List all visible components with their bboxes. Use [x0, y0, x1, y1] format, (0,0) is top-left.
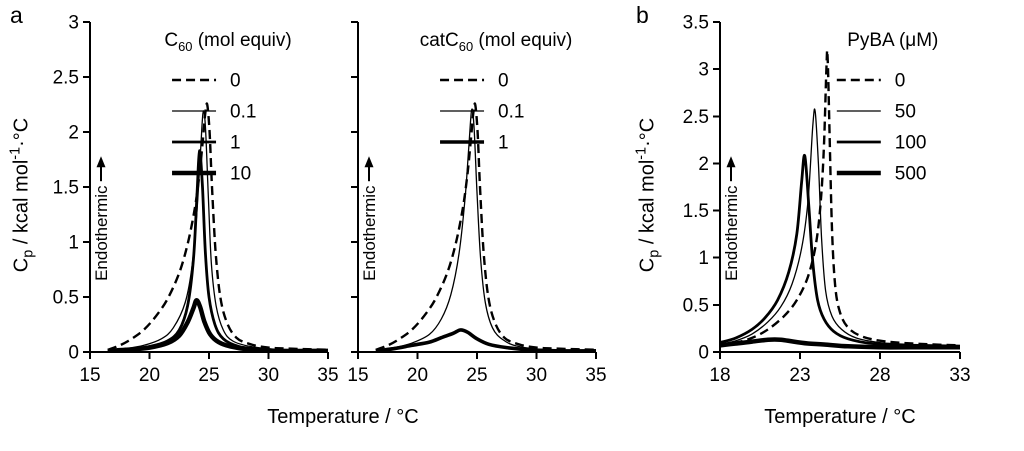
legend-label: 1	[498, 133, 509, 154]
chart-title: PyBA (μM)	[847, 30, 938, 51]
series-line-0	[375, 102, 597, 351]
svg-text:3.5: 3.5	[683, 13, 709, 34]
up-arrow-head-icon	[726, 156, 736, 168]
legend-label: 0.1	[230, 102, 256, 123]
ylabel-mid: / kcal mol	[636, 159, 659, 250]
ylabel-sub: p	[20, 249, 37, 258]
y-axis-title-wrap-b: Cp / kcal mol-1·°C	[632, 8, 664, 406]
up-arrow-head-icon	[96, 156, 106, 168]
ylabel-mid: / kcal mol	[10, 159, 33, 250]
svg-text:30: 30	[258, 365, 279, 386]
panel-a: a Cp / kcal mol-1·°C 15 20 25 30 35 0 0.5 1 1.5 2…	[6, 4, 606, 429]
svg-text:2: 2	[68, 123, 79, 144]
svg-text:1: 1	[698, 248, 709, 269]
series-line-500	[720, 337, 960, 350]
legend-label: 0	[498, 71, 509, 92]
legend-label: 1	[230, 133, 241, 154]
endothermic-annotation: Endothermic	[722, 185, 741, 281]
svg-text:35: 35	[585, 365, 606, 386]
ylabel-pre: C	[636, 257, 659, 273]
svg-text:18: 18	[709, 365, 730, 386]
chart-title: catC60 (mol equiv)	[420, 30, 573, 54]
chart-pyba: 18 23 28 33 0 0.5 1 1.5 2 2.5 3 3.5 PyBA (μM) 0 50 100 5…	[683, 13, 971, 387]
legend-label: 50	[895, 102, 916, 123]
panel-b-charts-row: Cp / kcal mol-1·°C 18 23 28 33 0 0.5 1 1.5 2 2.5 3…	[632, 8, 972, 406]
svg-text:20: 20	[407, 365, 428, 386]
svg-text:28: 28	[869, 365, 890, 386]
tick-labels: 15 20 25 30 35 0 0.5 1 1.5 2 2.5 3	[53, 13, 338, 387]
legend-label: 0.1	[498, 102, 524, 123]
series-line-0.1	[107, 110, 329, 352]
series-line-0	[720, 49, 961, 347]
ylabel-sup: -1	[7, 146, 24, 160]
x-axis-title-a: Temperature / °C	[267, 406, 419, 428]
svg-text:2.5: 2.5	[53, 68, 79, 89]
svg-text:2: 2	[698, 154, 709, 175]
svg-text:1.5: 1.5	[53, 178, 79, 199]
legend: 00.11	[440, 71, 524, 154]
panel-a-label: a	[10, 2, 23, 28]
y-axis-title-b: Cp / kcal mol-1·°C	[634, 118, 663, 272]
y-axis-title-wrap-a: Cp / kcal mol-1·°C	[6, 8, 38, 406]
svg-text:0.5: 0.5	[683, 295, 709, 316]
figure: a Cp / kcal mol-1·°C 15 20 25 30 35 0 0.5 1 1.5 2…	[6, 4, 972, 429]
svg-text:2.5: 2.5	[683, 107, 709, 128]
series-group	[107, 102, 329, 353]
series-line-0.1	[375, 108, 597, 351]
y-axis-title-a: Cp / kcal mol-1·°C	[8, 118, 37, 272]
svg-text:25: 25	[466, 365, 487, 386]
endothermic-annotation: Endothermic	[92, 185, 111, 281]
svg-text:0: 0	[68, 343, 79, 364]
series-line-50	[720, 108, 961, 347]
series-line-1	[375, 328, 597, 353]
svg-text:15: 15	[79, 365, 100, 386]
ylabel-sup: -1	[633, 146, 650, 160]
endothermic-annotation: Endothermic	[360, 185, 379, 281]
legend-label: 0	[230, 71, 241, 92]
ylabel-post: ·°C	[636, 117, 659, 147]
svg-text:1: 1	[68, 233, 79, 254]
legend: 0 50 100 500	[836, 71, 927, 185]
ylabel-post: ·°C	[10, 117, 33, 147]
tick-labels: 18 23 28 33 0 0.5 1 1.5 2 2.5 3 3.5	[683, 13, 971, 387]
axes	[351, 21, 597, 359]
series-group	[375, 102, 597, 353]
svg-text:3: 3	[698, 60, 709, 81]
chart-title: C60 (mol equiv)	[164, 30, 291, 54]
svg-text:15: 15	[347, 365, 368, 386]
panel-b-label: b	[636, 2, 649, 28]
svg-text:23: 23	[789, 365, 810, 386]
svg-text:33: 33	[949, 365, 970, 386]
legend-label: 100	[895, 133, 927, 154]
legend-label: 0	[895, 71, 906, 92]
svg-text:25: 25	[198, 365, 219, 386]
tick-labels: 15 20 25 30 35	[347, 365, 606, 386]
series-line-100	[720, 153, 961, 348]
panel-a-charts-row: Cp / kcal mol-1·°C 15 20 25 30 35 0 0.5 1 1.5 2 2.…	[6, 8, 606, 406]
x-axis-title-b: Temperature / °C	[764, 406, 916, 428]
legend-label: 10	[230, 164, 251, 185]
series-line-1	[107, 149, 329, 353]
axes	[713, 21, 961, 359]
panel-b: b Cp / kcal mol-1·°C 18 23 28 33 0 0.5 1 1.5 2 2.…	[632, 4, 972, 429]
series-group	[720, 49, 961, 350]
svg-text:0.5: 0.5	[53, 288, 79, 309]
series-line-10	[107, 298, 329, 353]
svg-text:3: 3	[68, 13, 79, 34]
legend: 0 0.1 1 10	[172, 71, 256, 185]
axes	[83, 21, 329, 359]
legend-label: 500	[895, 164, 927, 185]
svg-text:35: 35	[317, 365, 338, 386]
up-arrow-head-icon	[364, 156, 374, 168]
series-line-0	[107, 102, 329, 351]
svg-text:20: 20	[139, 365, 160, 386]
svg-text:1.5: 1.5	[683, 201, 709, 222]
ylabel-pre: C	[10, 257, 33, 273]
ylabel-sub: p	[646, 249, 663, 258]
svg-text:0: 0	[698, 343, 709, 364]
svg-text:30: 30	[526, 365, 547, 386]
